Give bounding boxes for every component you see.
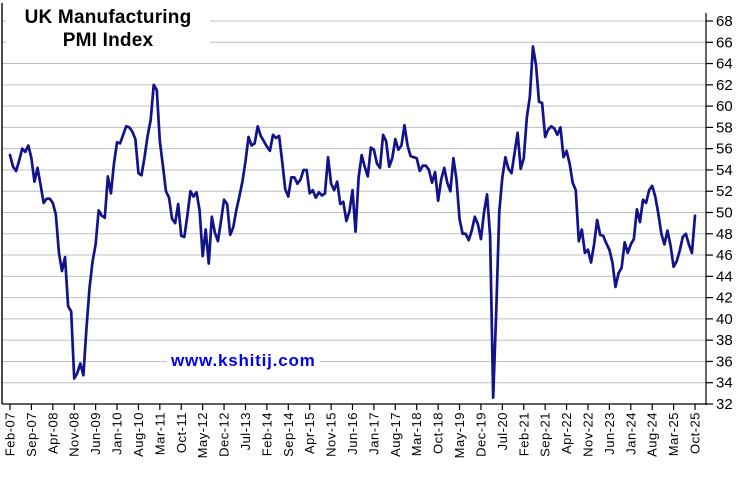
x-tick-label: Aug-10: [131, 412, 146, 457]
y-tick-label: 46: [716, 247, 733, 264]
x-tick-label: Jun-23: [602, 412, 617, 455]
x-tick-label: Oct-18: [431, 412, 446, 454]
y-tick-label: 68: [716, 13, 733, 30]
gridlines-group: [2, 20, 706, 384]
x-tick-label: Oct-11: [174, 412, 189, 453]
watermark-text: www.kshitij.com: [167, 351, 320, 371]
y-tick-label: 64: [716, 56, 733, 73]
y-tick-label: 32: [716, 396, 733, 413]
x-tick-label: Nov-15: [324, 412, 339, 457]
x-tick-label: Feb-07: [3, 412, 18, 456]
x-tick-label: Jul-13: [238, 412, 253, 450]
x-tick-label: Aug-17: [388, 412, 403, 457]
x-tick-label: Feb-21: [516, 412, 531, 456]
x-tick-label: Jan-10: [110, 412, 125, 455]
x-tick-label: Mar-25: [666, 412, 681, 456]
x-tick-label: Jul-20: [495, 412, 510, 450]
x-tick-label: Dec-19: [473, 412, 488, 457]
x-tick-label: May-12: [195, 412, 210, 458]
x-tick-label: Jun-16: [345, 412, 360, 455]
x-tick-label: Oct-25: [688, 412, 703, 454]
y-tick-label: 58: [716, 119, 733, 136]
x-tick-label: May-19: [452, 412, 467, 458]
x-tick-label: Mar-18: [409, 412, 424, 456]
y-tick-label: 62: [716, 77, 733, 94]
x-tick-label: Apr-08: [45, 412, 60, 454]
x-tick-label: Dec-12: [217, 412, 232, 457]
y-tick-label: 44: [716, 268, 733, 285]
x-tick-label: Apr-15: [302, 412, 317, 454]
chart-title-line2: PMI Index: [62, 30, 154, 51]
y-tick-label: 38: [716, 332, 733, 349]
x-tick-label: Sep-07: [24, 412, 39, 457]
x-tick-label: Nov-08: [67, 412, 82, 457]
chart-title-line1: UK Manufacturing: [24, 7, 192, 28]
y-tick-label: 54: [716, 162, 733, 179]
chart-title: UK Manufacturing PMI Index: [6, 6, 210, 52]
y-tick-label: 66: [716, 34, 733, 51]
x-tick-label: Feb-14: [259, 412, 274, 456]
x-tick-label: Jan-24: [623, 412, 638, 455]
y-tick-label: 48: [716, 226, 733, 243]
y-tick-label: 52: [716, 183, 733, 200]
x-tick-label: Sep-14: [281, 412, 296, 457]
y-tick-label: 60: [716, 98, 733, 115]
y-tick-label: 42: [716, 290, 733, 307]
x-tick-label: Jan-17: [366, 412, 381, 455]
axes-group: [1, 3, 713, 410]
x-tick-label: Aug-24: [645, 412, 660, 457]
y-tick-label: 40: [716, 311, 733, 328]
y-tick-label: 50: [716, 205, 733, 222]
x-tick-label: Sep-21: [538, 412, 553, 457]
y-tick-label: 56: [716, 141, 733, 158]
tick-labels-group: 32 34 36 38 40 42 44 46 48 50 52 54 56 58 60 62 64 66 68 Fe…: [3, 13, 733, 458]
x-tick-label: Mar-11: [152, 412, 167, 455]
x-tick-label: Jun-09: [88, 412, 103, 455]
y-tick-label: 36: [716, 353, 733, 370]
x-tick-label: Nov-22: [580, 412, 595, 457]
x-tick-label: Apr-22: [559, 412, 574, 454]
y-tick-label: 34: [716, 375, 733, 392]
series-group: [8, 45, 697, 399]
pmi-series-line: [8, 45, 697, 399]
